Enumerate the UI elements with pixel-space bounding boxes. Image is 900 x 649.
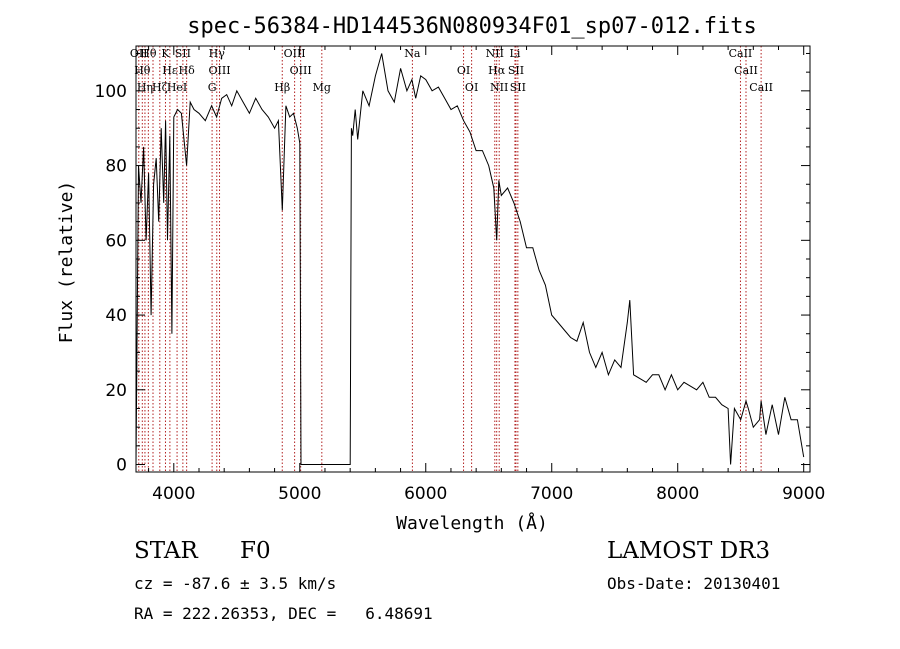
- coordinates: RA = 222.26353, DEC = 6.48691: [134, 604, 433, 623]
- line-label-28: CaII: [734, 64, 758, 77]
- line-label-10: Hδ: [179, 64, 196, 77]
- line-label-12: Hγ: [209, 47, 226, 60]
- y-tick-label-1: 20: [105, 381, 127, 401]
- redshift-cz: cz = -87.6 ± 3.5 km/s: [134, 574, 337, 593]
- line-label-24: Li: [510, 47, 521, 60]
- y-tick-label-4: 80: [105, 157, 127, 177]
- object-type: STAR: [134, 538, 198, 564]
- line-label-18: Na: [404, 47, 421, 60]
- line-label-5: Hζ: [152, 81, 168, 94]
- plot-frame: [135, 45, 811, 473]
- line-label-1: Hθ: [134, 64, 151, 77]
- observation-date: Obs-Date: 20130401: [607, 574, 781, 593]
- x-tick-label-3: 7000: [530, 484, 573, 504]
- line-label-17: Mg: [313, 81, 331, 94]
- x-tick-label-5: 9000: [782, 484, 825, 504]
- x-tick-label-1: 5000: [278, 484, 321, 504]
- line-label-22: Hα: [488, 64, 506, 77]
- line-label-16: OIII: [290, 64, 312, 77]
- line-label-21: NII: [486, 47, 504, 60]
- line-label-6: K: [161, 47, 170, 60]
- line-label-13: OIII: [208, 64, 230, 77]
- line-label-26: SII: [510, 81, 526, 94]
- chart-title: spec-56384-HD144536N080934F01_sp07-012.f…: [187, 14, 757, 39]
- line-label-19: OI: [457, 64, 470, 77]
- y-tick-label-0: 0: [116, 456, 127, 476]
- line-label-2: Hη: [137, 81, 153, 94]
- line-label-7: Hε: [162, 64, 178, 77]
- y-tick-label-5: 100: [95, 82, 127, 102]
- line-label-25: SII: [508, 64, 524, 77]
- spectrum-series-line: [135, 53, 805, 465]
- x-axis-label: Wavelength (Å): [396, 512, 548, 534]
- y-axis-ticks: 0 20 40 60 80 100: [95, 52, 810, 476]
- line-label-20: OI: [465, 81, 478, 94]
- x-tick-label-4: 8000: [656, 484, 699, 504]
- line-label-29: CaII: [749, 81, 773, 94]
- y-axis-label: Flux (relative): [56, 181, 77, 344]
- line-label-11: G: [208, 81, 217, 94]
- line-label-3: Hθ: [140, 47, 157, 60]
- line-label-9: SII: [175, 47, 191, 60]
- line-label-14: Hβ: [274, 81, 290, 94]
- spectral-subclass: F0: [240, 538, 271, 564]
- x-tick-label-2: 6000: [404, 484, 447, 504]
- y-tick-label-2: 40: [105, 306, 127, 326]
- spectral-line-labels: OIIHθHηHθHζKHεHeISIIHδGHγOIIIHβOIIIOIIIM…: [130, 47, 773, 94]
- x-axis-ticks: 4000 5000 6000 7000 8000 9000: [148, 46, 825, 504]
- line-label-15: OIII: [284, 47, 306, 60]
- x-tick-label-0: 4000: [152, 484, 195, 504]
- line-label-27: CaII: [729, 47, 753, 60]
- y-tick-label-3: 60: [105, 231, 127, 251]
- line-label-8: HeI: [167, 81, 187, 94]
- survey-name: LAMOST DR3: [607, 538, 771, 564]
- line-label-23: NII: [490, 81, 508, 94]
- spectral-line-markers: [138, 46, 762, 472]
